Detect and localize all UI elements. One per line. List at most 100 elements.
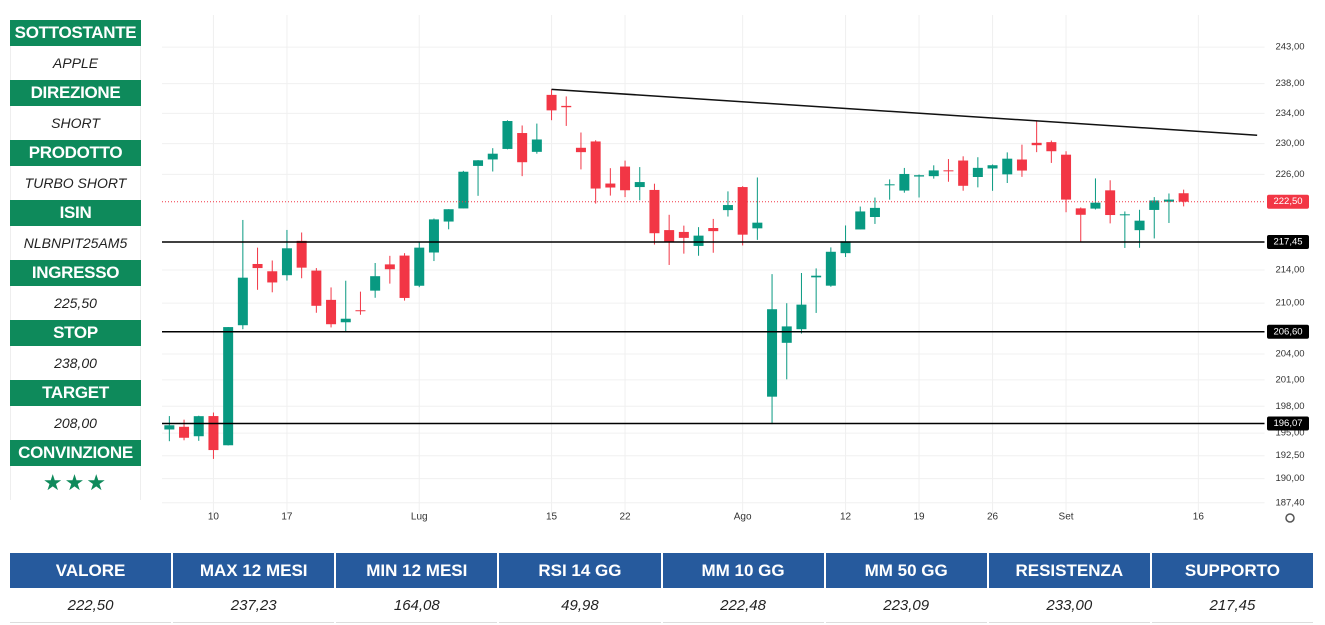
sidebar-value: TURBO SHORT — [10, 166, 141, 200]
candle-body — [517, 133, 528, 163]
y-tick-label: 192,50 — [1275, 450, 1304, 461]
candle-body — [399, 255, 410, 298]
y-tick-label: 243,00 — [1275, 42, 1304, 53]
candle-body — [428, 219, 439, 253]
candle-body — [972, 167, 983, 178]
candle-body — [825, 251, 836, 286]
x-tick-label: Lug — [411, 512, 428, 523]
candle-body — [781, 326, 792, 343]
candle-body — [193, 416, 204, 437]
sidebar-label: STOP — [10, 320, 141, 346]
table-header: MAX 12 MESI — [173, 553, 335, 588]
candle-body — [414, 247, 425, 286]
candle-body — [223, 327, 234, 446]
candle-body — [443, 209, 454, 222]
table-value: 222,50 — [10, 588, 172, 623]
candle-body — [1046, 142, 1057, 152]
candle-body — [1163, 199, 1174, 202]
candle-body — [458, 171, 469, 209]
plot-area — [162, 15, 1265, 515]
candle-body — [296, 240, 307, 268]
sidebar: SOTTOSTANTE APPLE DIREZIONE SHORT PRODOTTO TU… — [10, 20, 141, 500]
candle-body — [708, 228, 719, 232]
candle-body — [722, 205, 733, 211]
candle-body — [752, 222, 763, 229]
candle-body — [1134, 220, 1145, 231]
summary-table: VALORE MAX 12 MESI MIN 12 MESI RSI 14 GG MM … — [10, 553, 1313, 623]
chart: 10 17 Lug 15 22 Ago 12 19 26 Set 16 243,00 238,00 234… — [162, 15, 1309, 523]
candle-body — [914, 175, 925, 177]
candle-body — [311, 270, 322, 306]
candle-body — [267, 271, 278, 283]
candle-body — [649, 189, 660, 234]
table-header: MM 10 GG — [662, 553, 824, 588]
candle-body — [958, 160, 969, 186]
x-tick-label: Set — [1059, 512, 1074, 523]
x-tick-label: 16 — [1193, 512, 1205, 523]
candle-body — [1149, 200, 1160, 210]
candle-body — [473, 160, 484, 166]
x-tick-label: 22 — [619, 512, 631, 523]
candle-body — [575, 147, 586, 153]
candle-body — [561, 105, 572, 108]
y-tick-label: 187,40 — [1275, 497, 1304, 508]
sidebar-value: SHORT — [10, 106, 141, 140]
table-header: SUPPORTO — [1151, 553, 1313, 588]
candle-body — [811, 275, 822, 278]
candle-body — [252, 263, 263, 269]
y-tick-label: 190,00 — [1275, 473, 1304, 484]
level-label: 206,60 — [1273, 326, 1302, 337]
candle-body — [678, 231, 689, 238]
sidebar-value: 225,50 — [10, 286, 141, 320]
y-tick-label: 226,00 — [1275, 169, 1304, 180]
candle-body — [767, 309, 778, 397]
candle-body — [605, 183, 616, 188]
candle-body — [620, 166, 631, 191]
y-tick-label: 238,00 — [1275, 78, 1304, 89]
candle-body — [943, 170, 954, 172]
candle-body — [164, 425, 175, 430]
x-tick-label: 17 — [281, 512, 293, 523]
sidebar-label: PRODOTTO — [10, 140, 141, 166]
x-tick-label: 19 — [913, 512, 925, 523]
candle-body — [502, 121, 513, 149]
level-label: 196,07 — [1273, 418, 1302, 429]
x-tick-label: 12 — [840, 512, 852, 523]
table-value: 223,09 — [825, 588, 987, 623]
table-header: MIN 12 MESI — [336, 553, 498, 588]
level-box — [1267, 324, 1309, 339]
sidebar-label: ISIN — [10, 200, 141, 226]
candle-body — [487, 153, 498, 160]
candle-body — [1105, 190, 1116, 216]
sidebar-value: APPLE — [10, 46, 141, 80]
y-tick-label: 198,00 — [1275, 401, 1304, 412]
candle-body — [1075, 208, 1086, 215]
candle-body — [1061, 154, 1072, 200]
last-price-label: 222,50 — [1273, 196, 1302, 207]
level-box — [1267, 234, 1309, 249]
table-value: 233,00 — [988, 588, 1150, 623]
sidebar-value: ★★★ — [10, 466, 141, 500]
candle-body — [664, 230, 675, 242]
candle-body — [899, 173, 910, 191]
sidebar-label: TARGET — [10, 380, 141, 406]
table-header: RSI 14 GG — [499, 553, 661, 588]
y-tick-label: 210,00 — [1275, 298, 1304, 309]
level-label: 217,45 — [1273, 237, 1302, 248]
candle-body — [840, 241, 851, 254]
y-tick-label: 201,00 — [1275, 374, 1304, 385]
sidebar-label: CONVINZIONE — [10, 440, 141, 466]
x-tick-label: Ago — [734, 512, 752, 523]
y-tick-label: 214,00 — [1275, 265, 1304, 276]
sidebar-value: 208,00 — [10, 406, 141, 440]
candle-body — [1016, 159, 1027, 171]
candle-body — [1090, 202, 1101, 209]
sidebar-value: 238,00 — [10, 346, 141, 380]
candle-body — [1119, 214, 1130, 216]
table-value: 217,45 — [1151, 588, 1313, 623]
candle-body — [384, 264, 395, 270]
candle-body — [281, 248, 292, 276]
y-tick-label: 234,00 — [1275, 108, 1304, 119]
x-tick-label: 10 — [208, 512, 220, 523]
candle-body — [340, 318, 351, 323]
